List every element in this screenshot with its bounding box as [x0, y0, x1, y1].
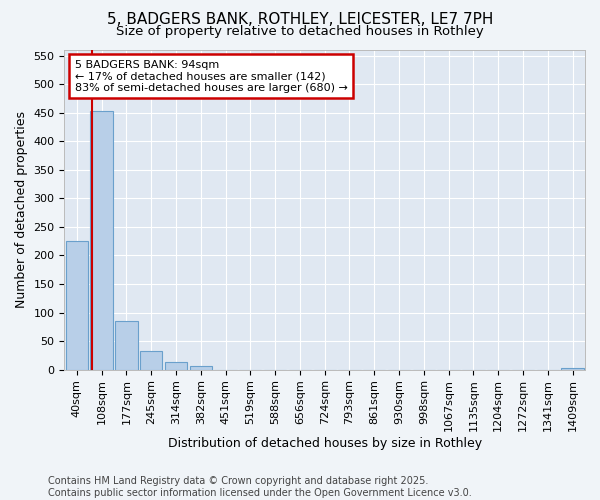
Bar	[562, 368, 584, 370]
Bar	[65, 241, 88, 370]
Text: 5, BADGERS BANK, ROTHLEY, LEICESTER, LE7 7PH: 5, BADGERS BANK, ROTHLEY, LEICESTER, LE7…	[107, 12, 493, 28]
Y-axis label: Number of detached properties: Number of detached properties	[15, 112, 28, 308]
Bar	[91, 111, 113, 370]
Bar	[115, 321, 137, 370]
Bar	[165, 362, 187, 370]
X-axis label: Distribution of detached houses by size in Rothley: Distribution of detached houses by size …	[167, 437, 482, 450]
Text: 5 BADGERS BANK: 94sqm
← 17% of detached houses are smaller (142)
83% of semi-det: 5 BADGERS BANK: 94sqm ← 17% of detached …	[75, 60, 347, 93]
Text: Contains HM Land Registry data © Crown copyright and database right 2025.
Contai: Contains HM Land Registry data © Crown c…	[48, 476, 472, 498]
Bar	[140, 352, 163, 370]
Text: Size of property relative to detached houses in Rothley: Size of property relative to detached ho…	[116, 25, 484, 38]
Bar	[190, 366, 212, 370]
